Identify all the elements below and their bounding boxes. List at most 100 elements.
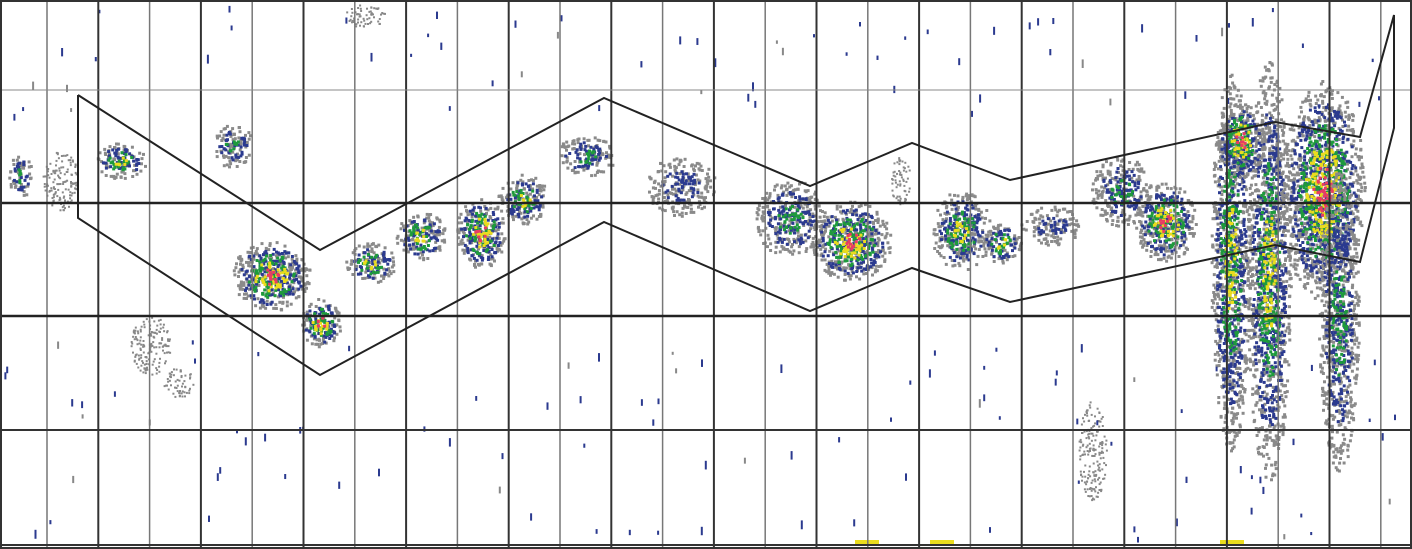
echo-pixel bbox=[1144, 233, 1147, 236]
echo-pixel bbox=[464, 205, 467, 208]
echo-pixel bbox=[1033, 234, 1036, 237]
echo-pixel bbox=[981, 231, 984, 234]
echo-pixel bbox=[285, 273, 288, 276]
echo-pixel bbox=[1045, 242, 1048, 245]
echo-pixel bbox=[681, 185, 684, 188]
echo-pixel bbox=[498, 241, 501, 244]
echo-pixel bbox=[144, 165, 147, 168]
echo-pixel bbox=[873, 244, 876, 247]
echo-pixel bbox=[844, 223, 847, 226]
echo-pixel bbox=[531, 190, 534, 193]
echo-pixel bbox=[284, 245, 287, 248]
echo-pixel bbox=[235, 142, 238, 145]
echo-pixel bbox=[14, 184, 17, 187]
echo-pixel bbox=[284, 257, 287, 260]
echo-pixel bbox=[1137, 182, 1140, 185]
echo-pixel bbox=[331, 320, 334, 323]
echo-pixel bbox=[973, 245, 976, 248]
echo-pixel bbox=[1186, 223, 1189, 226]
echo-pixel bbox=[231, 156, 234, 159]
echo-pixel bbox=[578, 138, 581, 141]
echo-pixel bbox=[422, 229, 425, 232]
echo-pixel bbox=[568, 152, 571, 155]
echo-pixel bbox=[959, 257, 962, 260]
echo-pixel bbox=[836, 208, 839, 211]
echo-pixel bbox=[1062, 224, 1065, 227]
echo-pixel bbox=[377, 261, 380, 264]
echo-pixel bbox=[762, 210, 765, 213]
echo-pixel bbox=[1141, 236, 1144, 239]
echo-pixel bbox=[591, 151, 594, 154]
echo-pixel bbox=[830, 230, 833, 233]
echo-pixel bbox=[945, 263, 948, 266]
echo-pixel bbox=[839, 205, 842, 208]
echo-pixel bbox=[837, 261, 840, 264]
echo-pixel bbox=[285, 278, 288, 281]
echo-pixel bbox=[675, 190, 678, 193]
echo-pixel bbox=[1157, 225, 1160, 228]
echo-pixel bbox=[1128, 161, 1131, 164]
echo-pixel bbox=[288, 293, 291, 296]
echo-pixel bbox=[220, 151, 223, 154]
echo-pixel bbox=[485, 229, 488, 232]
echo-pixel bbox=[248, 138, 251, 141]
echo-pixel bbox=[962, 249, 965, 252]
echo-pixel bbox=[1111, 188, 1114, 191]
echo-pixel bbox=[438, 226, 441, 229]
echo-pixel bbox=[577, 171, 580, 174]
echo-pixel bbox=[784, 204, 787, 207]
echo-pixel bbox=[1046, 214, 1049, 217]
echo-pixel bbox=[824, 230, 827, 233]
echo-pixel bbox=[1163, 253, 1166, 256]
echo-pixel bbox=[957, 223, 960, 226]
echo-pixel bbox=[791, 222, 794, 225]
echo-pixel bbox=[473, 257, 476, 260]
echo-pixel bbox=[796, 208, 799, 211]
echo-pixel bbox=[704, 196, 707, 199]
echo-pixel bbox=[597, 139, 600, 142]
echo-pixel bbox=[789, 232, 792, 235]
echo-pixel bbox=[130, 156, 133, 159]
echo-pixel bbox=[107, 150, 110, 153]
echo-pixel bbox=[1043, 238, 1046, 241]
echo-pixel bbox=[874, 268, 877, 271]
echo-pixel bbox=[111, 148, 114, 151]
echo-pixel bbox=[520, 189, 523, 192]
echo-pixel bbox=[887, 247, 890, 250]
echo-pixel bbox=[268, 283, 271, 286]
echo-pixel bbox=[590, 158, 593, 161]
echo-pixel bbox=[578, 165, 581, 168]
echo-pixel bbox=[761, 197, 764, 200]
echo-pixel bbox=[416, 242, 419, 245]
echo-pixel bbox=[297, 288, 300, 291]
echo-pixel bbox=[972, 225, 975, 228]
echo-pixel bbox=[1060, 231, 1063, 234]
echo-pixel bbox=[871, 274, 874, 277]
echo-pixel bbox=[289, 263, 292, 266]
echo-pixel bbox=[243, 140, 246, 143]
echo-pixel bbox=[988, 219, 991, 222]
echo-pixel bbox=[1110, 196, 1113, 199]
echo-pixel bbox=[528, 188, 531, 191]
echo-pixel bbox=[142, 153, 145, 156]
echo-pixel bbox=[135, 159, 138, 162]
echo-pixel bbox=[248, 281, 251, 284]
echo-pixel bbox=[805, 247, 808, 250]
echo-pixel bbox=[681, 199, 684, 202]
echo-pixel bbox=[1109, 179, 1112, 182]
echo-pixel bbox=[413, 252, 416, 255]
echo-pixel bbox=[442, 232, 445, 235]
echo-pixel bbox=[692, 187, 695, 190]
echo-pixel bbox=[323, 341, 326, 344]
echo-pixel bbox=[479, 224, 482, 227]
echo-pixel bbox=[665, 191, 668, 194]
echo-pixel bbox=[20, 186, 23, 189]
echo-pixel bbox=[671, 185, 674, 188]
echo-pixel bbox=[851, 205, 854, 208]
echo-pixel bbox=[700, 192, 703, 195]
echo-pixel bbox=[1195, 223, 1198, 226]
echo-pixel bbox=[584, 145, 587, 148]
echo-pixel bbox=[1040, 229, 1043, 232]
echo-pixel bbox=[18, 162, 21, 165]
echo-pixel bbox=[510, 210, 513, 213]
